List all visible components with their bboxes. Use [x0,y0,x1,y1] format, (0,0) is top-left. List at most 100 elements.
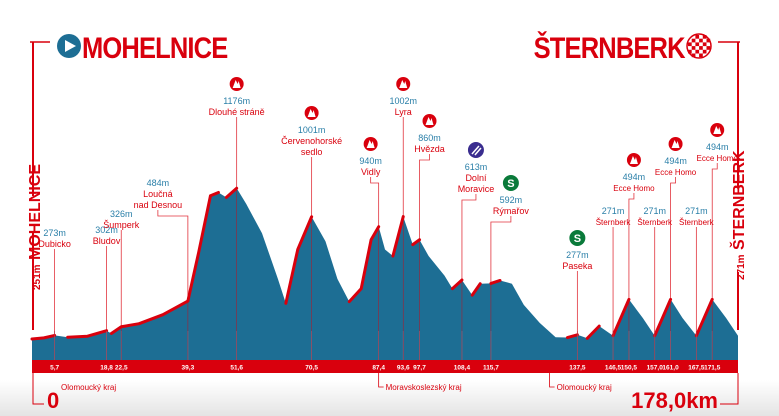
checker-square [688,49,692,54]
mountain-glyph [671,140,680,148]
sprint-icon [502,175,519,191]
km-tick-label: 108,4 [454,365,471,372]
checker-square [688,42,692,47]
point-altitude: 494m [623,172,646,182]
point-altitude: 277m [566,250,589,260]
point-name: Ecce Homo [697,154,739,163]
sprint-icon [569,230,586,246]
checker-square [695,49,700,54]
km-tick-label: 157,0 [647,365,664,372]
point-name: Šumperk [103,220,140,230]
point-name: Ecce Homo [613,184,655,193]
point-name: Dlouhé stráně [209,107,265,117]
point-name: nad Desnou [134,200,183,210]
mountain-glyph [307,109,316,117]
km-tick-label: 39,3 [182,365,195,372]
checker-square [702,49,707,54]
km-tick-label: 87,4 [372,365,385,372]
point-altitude: 940m [359,156,382,166]
point-leader-line [370,177,380,227]
mountain-glyph [629,156,638,164]
point-altitude: 613m [465,162,488,172]
km-tick-label: 146,5 [605,365,622,372]
point-altitude: 1001m [298,125,326,135]
km-tick-label: 22,5 [115,365,128,372]
point-name: Ecce Homo [655,168,697,177]
finish-title: ŠTERNBERK [533,32,686,65]
point-leader-line [419,154,430,240]
region-marker [378,373,384,388]
point-altitude: 302m [95,225,118,235]
km-tick-label: 150,5 [621,365,638,372]
checker-square [702,42,707,47]
km-tick-label: 167,5 [688,365,705,372]
checker-square [699,53,703,58]
point-name: Bludov [93,236,121,246]
point-name: Lyra [395,107,412,117]
km-tick-label: 18,8 [100,365,113,372]
checker-square [695,35,700,39]
km-tick-label: 161,0 [662,365,679,372]
checker-square [706,38,711,43]
point-name: Šternberk [637,218,673,227]
point-leader-line [670,177,676,300]
checker-square [691,46,696,50]
point-altitude: 592m [500,195,523,205]
feed-glyph [471,145,482,156]
region-label: Olomoucký kraj [61,383,116,392]
point-altitude: 1176m [223,96,250,106]
region-marker [549,373,555,388]
point-name: Paseka [562,261,592,271]
point-altitude: 494m [706,142,729,152]
mountain-glyph [399,80,408,88]
km-tick-label: 5,7 [50,365,59,372]
point-altitude: 1002m [389,96,417,106]
finish-side-label: 271m ŠTERNBERK [729,150,748,280]
point-altitude: 271m [602,206,625,216]
point-name: Šternberk [679,218,715,227]
point-name: Rýmařov [493,206,530,216]
point-altitude: 271m [685,206,708,216]
point-name: Dolní [465,173,487,183]
point-name: Loučná [143,189,173,199]
total-km-label: 178,0km [631,388,718,413]
point-altitude: 273m [43,228,66,238]
point-altitude: 494m [664,156,687,166]
km-bar [32,360,738,373]
point-name: Hvězda [414,144,445,154]
region-label: Moravskoslezský kraj [386,383,462,392]
km-tick-label: 97,7 [413,365,426,372]
point-leader-line [628,193,635,300]
km-tick-label: 93,6 [397,365,410,372]
point-altitude: 484m [147,178,170,188]
km-tick-label: 115,7 [483,365,499,372]
sprint-icon-letter: S [574,233,581,245]
mountain-glyph [366,140,375,148]
checker-square [691,38,696,43]
point-leader-line [157,210,189,302]
checker-square [706,46,711,50]
point-leader-line [490,216,512,284]
start-side-label: 251m MOHELNICE [27,164,44,290]
mountain-glyph [713,126,722,134]
distance-bracket [32,373,739,405]
km-tick-label: 137,5 [569,365,586,372]
checker-square [702,35,707,39]
km-tick-label: 171,5 [704,365,721,372]
start-title: MOHELNICE [82,32,228,65]
mountain-glyph [425,117,434,125]
checker-square [695,42,700,47]
point-name: sedlo [301,147,323,157]
sprint-icon-letter: S [507,178,514,190]
checker-square [699,38,703,43]
checker-square [691,53,696,58]
point-name: Červenohorské [281,136,342,146]
point-leader-line [711,163,718,300]
climb-highlight [30,186,714,341]
mountain-glyph [232,80,241,88]
start-km-label: 0 [47,388,59,413]
point-altitude: 271m [643,206,666,216]
point-name: Vidly [361,167,381,177]
